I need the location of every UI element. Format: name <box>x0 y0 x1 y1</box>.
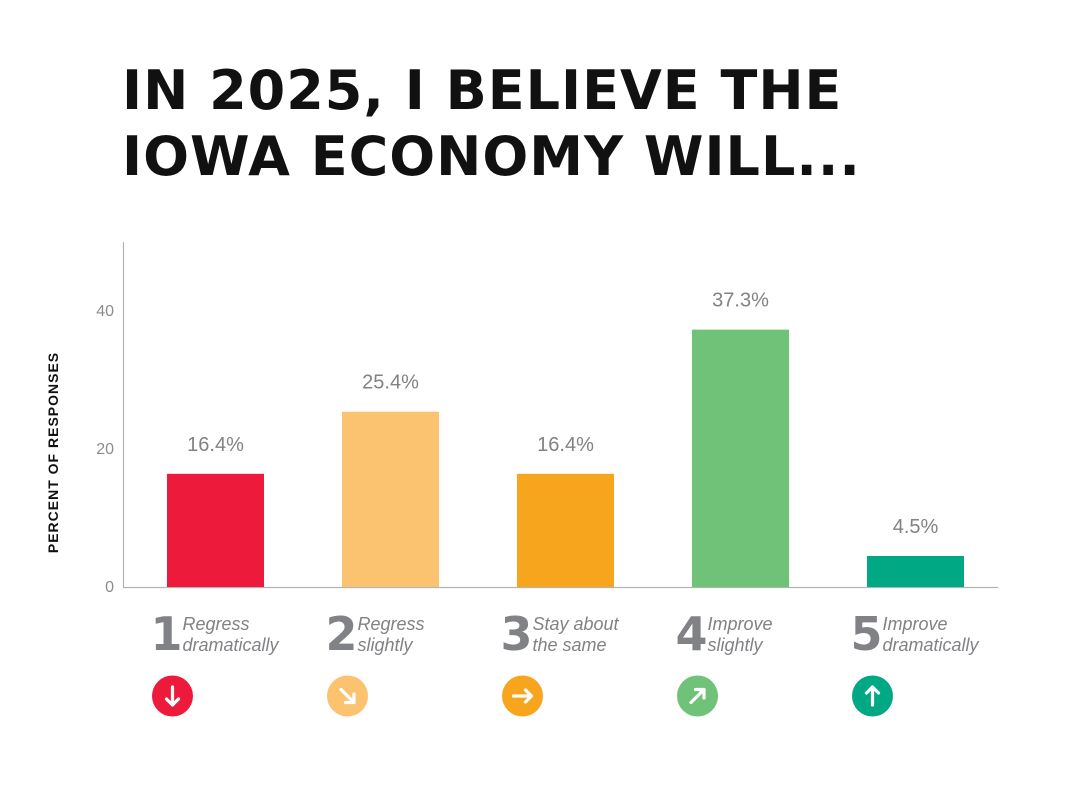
category-number-5: 5 <box>851 607 883 661</box>
bar-1 <box>167 473 264 587</box>
bar-value-label-3: 16.4% <box>537 434 594 456</box>
category-label-1-line-2: dramatically <box>183 635 280 655</box>
category-label-1-line-1: Regress <box>183 614 250 634</box>
y-tick-label: 40 <box>96 303 114 320</box>
bar-5 <box>867 555 964 587</box>
arrow-right-icon <box>502 675 543 717</box>
chart-axes: 0 20 40 PERCENT OF RESPONSES <box>45 242 998 596</box>
arrow-up-icon <box>852 675 893 717</box>
bar-2 <box>342 411 439 587</box>
bar-3 <box>517 473 614 587</box>
arrow-up-right-icon <box>677 675 718 717</box>
chart-title-line-1: IN 2025, I BELIEVE THE <box>122 59 843 122</box>
arrow-down-right-icon <box>327 675 368 717</box>
y-tick-label: 0 <box>105 579 114 596</box>
category-label-4-line-2: slightly <box>708 635 764 655</box>
category-number-1: 1 <box>151 607 183 661</box>
category-number-3: 3 <box>501 607 533 661</box>
chart-category-icons <box>152 675 893 717</box>
bar-value-label-1: 16.4% <box>187 434 244 456</box>
category-number-4: 4 <box>676 607 708 661</box>
chart-title: IN 2025, I BELIEVE THE IOWA ECONOMY WILL… <box>122 58 1022 190</box>
category-label-5-line-1: Improve <box>883 614 948 634</box>
arrow-down-icon <box>152 675 193 717</box>
category-label-2-line-2: slightly <box>358 635 414 655</box>
category-label-3-line-2: the same <box>533 635 607 655</box>
bar-value-label-5: 4.5% <box>893 516 939 538</box>
category-label-5-line-2: dramatically <box>883 635 980 655</box>
y-axis-label: PERCENT OF RESPONSES <box>45 352 61 553</box>
category-label-3-line-1: Stay about <box>533 614 620 634</box>
chart-bars: 16.4% 25.4% 16.4% 37.3% 4.5% <box>167 290 964 587</box>
chart-title-line-2: IOWA ECONOMY WILL... <box>122 125 861 188</box>
bar-4 <box>692 329 789 587</box>
bar-value-label-4: 37.3% <box>712 290 769 312</box>
category-label-4-line-1: Improve <box>708 614 773 634</box>
category-label-2-line-1: Regress <box>358 614 425 634</box>
bar-value-label-2: 25.4% <box>362 372 419 394</box>
category-number-2: 2 <box>326 607 358 661</box>
y-tick-label: 20 <box>96 441 114 458</box>
